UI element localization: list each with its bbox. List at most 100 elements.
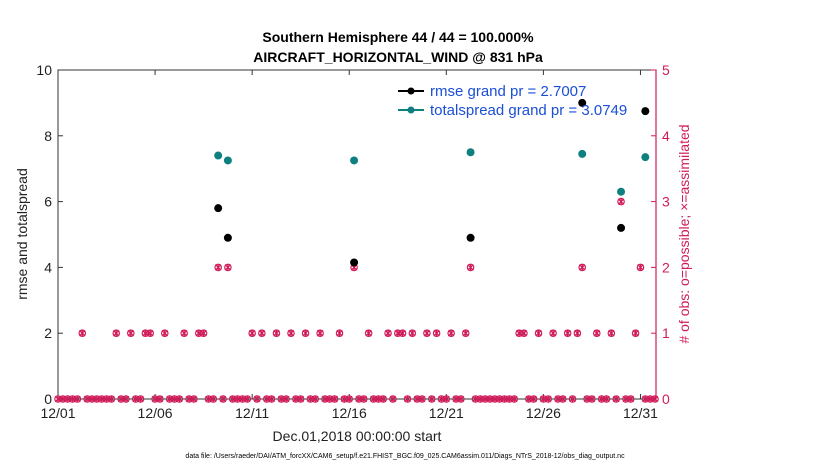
x-axis-label: Dec.01,2018 00:00:00 start (273, 428, 442, 444)
obs-point-17 (136, 395, 145, 403)
obs-point-110 (588, 395, 596, 403)
rmse-point-4 (578, 98, 587, 107)
obs-point-78 (432, 329, 441, 338)
obs-point-40 (248, 329, 256, 338)
obs-point-106 (568, 395, 577, 403)
obs-point-67 (379, 395, 388, 403)
obs-point-44 (267, 395, 276, 403)
obs-point-73 (408, 329, 417, 338)
obs-point-85 (466, 263, 475, 272)
obs-point-76 (423, 329, 431, 338)
obs-point-116 (617, 197, 625, 206)
obs-point-33 (214, 263, 222, 272)
obs-point-30 (199, 329, 208, 338)
chart-title-line1: Southern Hemisphere 44 / 44 = 100.000% (262, 29, 534, 45)
obs-point-58 (335, 329, 344, 338)
obs-point-48 (287, 329, 295, 338)
obs-point-119 (631, 329, 640, 338)
x-tick-label-5: 12/26 (526, 405, 561, 421)
obs-point-123 (651, 395, 659, 403)
obs-point-57 (330, 395, 339, 403)
obs-point-60 (345, 395, 354, 403)
totalspread-point-0 (214, 151, 223, 160)
obs-point-68 (384, 329, 392, 338)
obs-point-19 (146, 329, 155, 338)
x-tick-label-4: 12/21 (429, 405, 464, 421)
obs-point-99 (534, 329, 543, 338)
obs-point-34 (219, 395, 227, 403)
x-axis-ticks: 12/01 12/06 12/11 12/16 12/21 12/26 12/31 (40, 70, 658, 421)
obs-point-39 (243, 395, 252, 403)
x-tick-label-2: 12/11 (235, 405, 269, 421)
obs-point-77 (427, 395, 436, 403)
obs-point-35 (224, 263, 232, 272)
y-right-tick-label-1: 1 (662, 325, 670, 341)
y-left-tick-label-3: 6 (44, 194, 52, 210)
obs-point-114 (607, 329, 616, 338)
obs-point-84 (461, 329, 470, 338)
left-axis-label: rmse and totalspread (14, 168, 30, 300)
obs-point-120 (636, 263, 645, 272)
obs-point-69 (389, 395, 397, 403)
obs-point-80 (442, 395, 451, 403)
obs-point-104 (559, 395, 567, 403)
obs-series (54, 197, 659, 403)
obs-point-118 (626, 395, 635, 403)
obs-point-42 (258, 329, 266, 338)
obs-point-115 (612, 395, 620, 403)
obs-point-75 (418, 395, 426, 403)
obs-point-27 (185, 395, 193, 403)
legend-spread-marker (407, 106, 415, 114)
legend-rmse-marker (407, 87, 415, 95)
legend-rmse-label: rmse grand pr = 2.7007 (430, 83, 586, 100)
obs-point-81 (447, 329, 455, 338)
obs-point-102 (549, 329, 557, 338)
plot-frame (57, 69, 657, 400)
obs-point-64 (364, 329, 373, 338)
obs-point-96 (520, 329, 528, 338)
legend-spread-label: totalspread grand pr = 3.0749 (430, 102, 627, 119)
y-left-tick-label-4: 8 (44, 128, 52, 144)
data-file-footer: data file: /Users/raeder/DAI/ATM_forcXX/… (185, 453, 625, 460)
totalspread-point-1 (223, 156, 232, 165)
obs-point-98 (529, 395, 538, 403)
rmse-series (214, 98, 650, 267)
obs-point-108 (578, 263, 587, 272)
obs-point-14 (122, 395, 130, 403)
y-right-tick-label-0: 0 (662, 391, 670, 407)
obs-point-51 (301, 329, 310, 338)
obs-point-47 (282, 395, 290, 403)
y-right-tick-label-4: 4 (662, 128, 670, 144)
obs-point-22 (160, 329, 169, 338)
obs-point-111 (592, 329, 601, 338)
obs-point-83 (457, 395, 465, 403)
right-axis-label: # of obs: o=possible; ×=assimilated (676, 124, 692, 343)
obs-point-107 (573, 329, 582, 338)
obs-point-10 (102, 395, 111, 403)
totalspread-point-6 (641, 153, 650, 162)
obs-point-11 (107, 395, 116, 403)
obs-point-20 (151, 395, 159, 403)
rmse-point-1 (223, 233, 232, 242)
y-left-tick-label-1: 2 (44, 325, 52, 341)
y-left-tick-label-5: 10 (36, 62, 52, 78)
obs-point-101 (544, 395, 553, 403)
x-tick-label-0: 12/01 (40, 405, 75, 421)
y-right-tick-label-5: 5 (662, 62, 670, 78)
rmse-point-2 (350, 258, 359, 267)
totalspread-point-5 (617, 187, 626, 196)
obs-point-12 (112, 329, 121, 338)
totalspread-point-4 (578, 149, 587, 158)
obs-point-15 (127, 329, 135, 338)
chart-title-line2: AIRCRAFT_HORIZONTAL_WIND @ 831 hPa (253, 49, 543, 65)
obs-point-21 (156, 395, 164, 403)
rmse-point-6 (641, 107, 650, 116)
obs-point-53 (311, 395, 320, 403)
obs-point-45 (272, 329, 281, 338)
obs-point-41 (253, 395, 261, 403)
obs-point-54 (316, 329, 324, 338)
rmse-point-3 (466, 233, 475, 242)
obs-point-28 (190, 395, 198, 403)
obs-point-50 (296, 395, 305, 403)
